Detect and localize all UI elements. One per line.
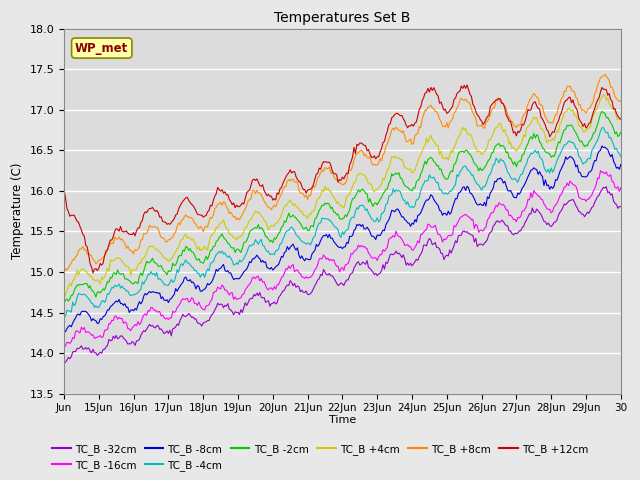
Line: TC_B -16cm: TC_B -16cm: [64, 170, 621, 347]
TC_B +12cm: [449, 104, 456, 109]
TC_B +12cm: [291, 169, 298, 175]
TC_B +4cm: [61, 293, 69, 299]
TC_B +12cm: [73, 218, 81, 224]
TC_B +4cm: [617, 116, 625, 122]
TC_B -4cm: [600, 125, 607, 131]
Line: TC_B +4cm: TC_B +4cm: [64, 95, 621, 296]
TC_B -32cm: [431, 240, 439, 245]
TC_B +4cm: [60, 291, 68, 297]
TC_B -16cm: [355, 242, 362, 248]
TC_B -32cm: [60, 359, 68, 365]
TC_B -2cm: [60, 301, 68, 307]
TC_B -8cm: [617, 162, 625, 168]
TC_B -8cm: [60, 327, 68, 333]
TC_B -8cm: [75, 311, 83, 317]
TC_B -8cm: [431, 199, 439, 204]
TC_B -8cm: [356, 221, 364, 227]
TC_B +12cm: [60, 187, 68, 192]
TC_B -4cm: [111, 282, 118, 288]
TC_B +12cm: [463, 82, 471, 88]
X-axis label: Time: Time: [329, 415, 356, 425]
TC_B -4cm: [431, 177, 439, 183]
TC_B -2cm: [598, 108, 606, 114]
TC_B +8cm: [109, 241, 117, 247]
TC_B +8cm: [355, 150, 362, 156]
Line: TC_B +8cm: TC_B +8cm: [64, 74, 621, 273]
TC_B +4cm: [111, 257, 118, 263]
TC_B -2cm: [109, 270, 117, 276]
TC_B +8cm: [73, 252, 81, 258]
TC_B -8cm: [598, 143, 606, 149]
TC_B +8cm: [601, 72, 609, 77]
TC_B -32cm: [291, 281, 298, 287]
TC_B +12cm: [431, 88, 439, 94]
TC_B +12cm: [111, 228, 118, 234]
TC_B -2cm: [73, 282, 81, 288]
TC_B -16cm: [447, 233, 455, 239]
Line: TC_B -2cm: TC_B -2cm: [64, 111, 621, 304]
Legend: TC_B -32cm, TC_B -16cm, TC_B -8cm, TC_B -4cm, TC_B -2cm, TC_B +4cm, TC_B +8cm, T: TC_B -32cm, TC_B -16cm, TC_B -8cm, TC_B …: [48, 439, 592, 475]
TC_B +4cm: [291, 201, 298, 206]
TC_B -32cm: [111, 336, 118, 341]
TC_B +12cm: [356, 140, 364, 146]
TC_B -16cm: [60, 344, 68, 350]
Line: TC_B -8cm: TC_B -8cm: [64, 146, 621, 332]
TC_B -16cm: [289, 262, 297, 267]
TC_B -4cm: [61, 313, 69, 319]
Title: Temperatures Set B: Temperatures Set B: [274, 11, 411, 25]
TC_B -2cm: [289, 212, 297, 218]
Y-axis label: Temperature (C): Temperature (C): [11, 163, 24, 260]
TC_B +8cm: [430, 106, 438, 111]
TC_B +4cm: [600, 92, 607, 97]
TC_B +4cm: [356, 170, 364, 176]
TC_B +4cm: [75, 272, 83, 278]
TC_B -8cm: [449, 204, 456, 210]
TC_B +8cm: [60, 270, 68, 276]
TC_B -8cm: [61, 329, 69, 335]
TC_B -32cm: [617, 204, 625, 210]
TC_B -4cm: [449, 186, 456, 192]
TC_B -2cm: [355, 187, 362, 192]
TC_B +12cm: [617, 116, 625, 122]
TC_B -16cm: [109, 318, 117, 324]
Text: WP_met: WP_met: [75, 42, 129, 55]
TC_B -32cm: [449, 246, 456, 252]
TC_B +8cm: [617, 98, 625, 104]
TC_B +12cm: [89, 270, 97, 276]
TC_B -8cm: [291, 245, 298, 251]
TC_B -4cm: [60, 312, 68, 317]
TC_B -2cm: [430, 158, 438, 164]
TC_B -32cm: [602, 184, 610, 190]
TC_B -32cm: [356, 262, 364, 268]
TC_B +8cm: [289, 177, 297, 182]
TC_B -16cm: [73, 328, 81, 334]
TC_B -32cm: [75, 346, 83, 351]
TC_B -4cm: [356, 203, 364, 208]
TC_B -16cm: [617, 184, 625, 190]
TC_B -32cm: [61, 360, 69, 365]
TC_B -4cm: [617, 154, 625, 159]
TC_B -16cm: [430, 224, 438, 230]
Line: TC_B -32cm: TC_B -32cm: [64, 187, 621, 362]
TC_B +8cm: [447, 118, 455, 124]
TC_B -4cm: [291, 228, 298, 234]
TC_B +4cm: [431, 141, 439, 146]
TC_B -16cm: [596, 168, 604, 173]
TC_B +4cm: [449, 150, 456, 156]
TC_B -8cm: [111, 300, 118, 305]
TC_B -4cm: [75, 291, 83, 297]
TC_B -2cm: [447, 168, 455, 174]
Line: TC_B +12cm: TC_B +12cm: [64, 85, 621, 273]
Line: TC_B -4cm: TC_B -4cm: [64, 128, 621, 316]
TC_B -2cm: [617, 130, 625, 135]
